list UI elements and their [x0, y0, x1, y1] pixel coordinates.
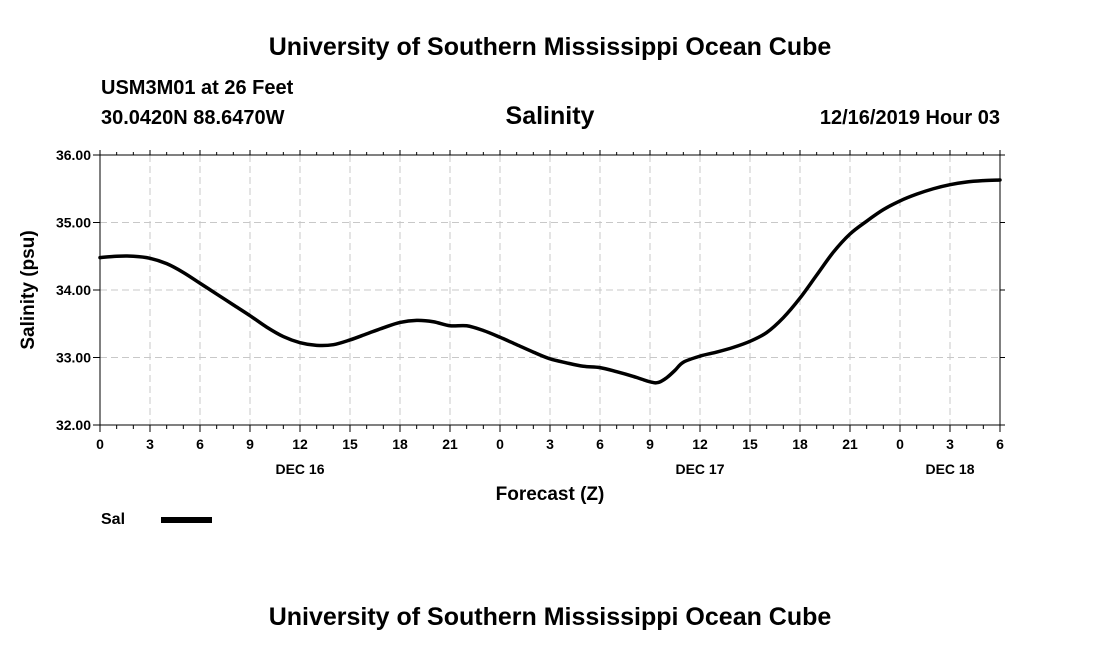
page-title-top: University of Southern Mississippi Ocean… — [269, 33, 832, 61]
x-tick-label: 6 — [596, 436, 604, 452]
x-tick-label: 3 — [546, 436, 554, 452]
page-title-bottom: University of Southern Mississippi Ocean… — [269, 603, 832, 631]
x-tick-label: 9 — [246, 436, 254, 452]
y-tick-labels: 32.00 33.00 34.00 35.00 36.00 — [56, 147, 91, 433]
x-tick-label: 3 — [946, 436, 954, 452]
date-label: DEC 16 — [275, 461, 324, 477]
date-labels: DEC 16 DEC 17 DEC 18 — [275, 461, 974, 477]
x-axis-title: Forecast (Z) — [496, 484, 605, 505]
grid — [100, 155, 1000, 425]
date-label: DEC 17 — [675, 461, 724, 477]
x-tick-label: 6 — [996, 436, 1004, 452]
x-tick-label: 0 — [896, 436, 904, 452]
station-label: USM3M01 at 26 Feet — [101, 77, 294, 99]
date-label: DEC 18 — [925, 461, 974, 477]
location-label: 30.0420N 88.6470W — [101, 107, 285, 129]
legend-label: Sal — [101, 511, 125, 528]
x-tick-label: 12 — [692, 436, 708, 452]
x-tick-label: 18 — [792, 436, 808, 452]
x-tick-label: 12 — [292, 436, 308, 452]
plot-frame — [99, 154, 1001, 426]
x-tick-label: 0 — [96, 436, 104, 452]
y-tick-label: 34.00 — [56, 282, 91, 298]
x-tick-label: 15 — [342, 436, 358, 452]
x-tick-label: 3 — [146, 436, 154, 452]
x-tick-label: 9 — [646, 436, 654, 452]
y-tick-label: 35.00 — [56, 215, 91, 231]
x-tick-labels: 0 3 6 9 12 15 18 21 0 3 6 9 12 15 18 21 0 3 6 — [96, 436, 1004, 452]
x-tick-label: 18 — [392, 436, 408, 452]
x-tick-label: 21 — [842, 436, 858, 452]
y-tick-label: 36.00 — [56, 147, 91, 163]
y-tick-label: 33.00 — [56, 350, 91, 366]
x-tick-label: 0 — [496, 436, 504, 452]
run-time-label: 12/16/2019 Hour 03 — [820, 107, 1000, 129]
x-tick-label: 21 — [442, 436, 458, 452]
x-tick-label: 6 — [196, 436, 204, 452]
y-axis-title: Salinity (psu) — [18, 230, 39, 349]
chart-title: Salinity — [506, 102, 595, 130]
salinity-series-line — [98, 178, 1002, 385]
axis-ticks — [93, 150, 1005, 432]
y-tick-label: 32.00 — [56, 417, 91, 433]
x-tick-label: 15 — [742, 436, 758, 452]
